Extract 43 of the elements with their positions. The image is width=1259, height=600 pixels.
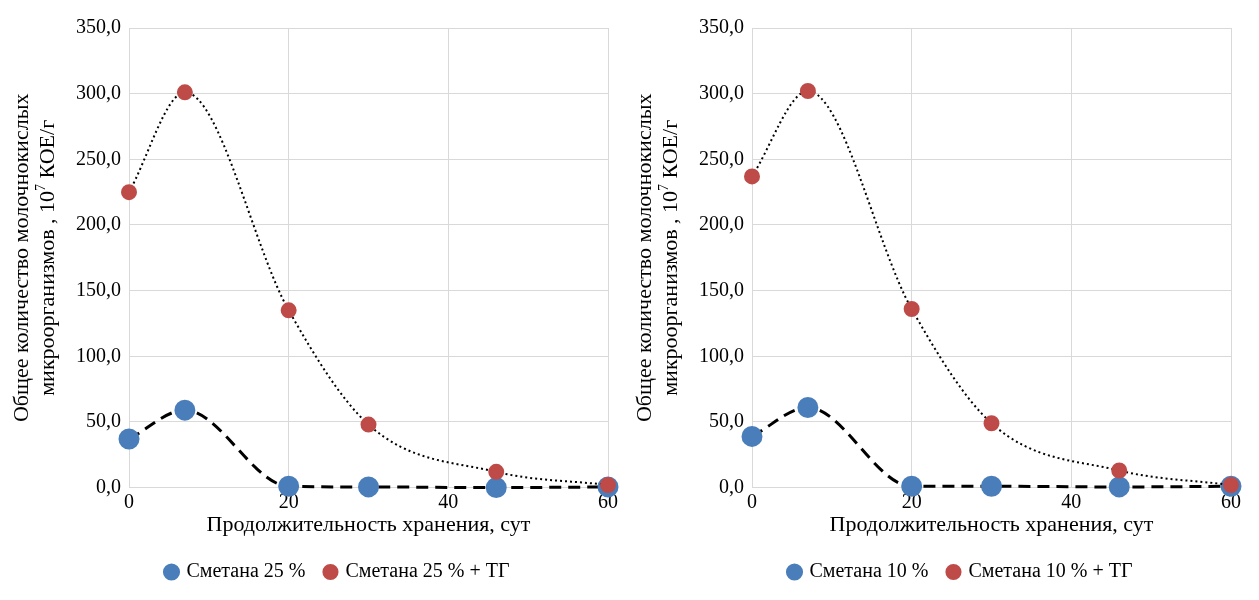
x-tick-label: 0 xyxy=(124,489,134,512)
x-tick-label: 40 xyxy=(438,489,459,512)
y-tick-label: 150,0 xyxy=(76,277,121,300)
x-axis-title: Продолжительность хранения, сут xyxy=(206,510,531,536)
x-tick-label: 40 xyxy=(1061,489,1082,512)
point xyxy=(121,184,137,201)
legend-label: Сметана 25 % + ТГ xyxy=(345,559,510,582)
point xyxy=(174,399,196,421)
point xyxy=(280,302,297,319)
point xyxy=(797,397,819,418)
point xyxy=(1111,462,1128,479)
point xyxy=(799,83,816,100)
point xyxy=(1108,476,1130,498)
y-tick-label: 0,0 xyxy=(96,474,121,497)
legend-label: Сметана 10 % + ТГ xyxy=(968,559,1133,582)
legend-label: Сметана 10 % xyxy=(809,559,929,582)
y-tick-label: 300,0 xyxy=(76,80,121,103)
y-tick-label: 100,0 xyxy=(699,343,744,366)
point xyxy=(360,416,377,433)
y-tick-label: 200,0 xyxy=(76,212,121,235)
y-tick-label: 350,0 xyxy=(699,15,744,38)
legend-label: Сметана 25 % xyxy=(186,559,306,582)
x-axis-title: Продолжительность хранения, сут xyxy=(829,510,1154,536)
y-tick-label: 250,0 xyxy=(76,146,121,169)
y-tick-label: 150,0 xyxy=(699,277,744,300)
point xyxy=(118,428,140,450)
y-tick-label: 0,0 xyxy=(719,474,744,497)
y-tick-label: 100,0 xyxy=(76,343,121,366)
y-tick-label: 50,0 xyxy=(86,409,121,432)
y-tick-label: 300,0 xyxy=(699,80,744,103)
point xyxy=(981,475,1002,497)
point xyxy=(488,463,505,480)
y-tick-label: 350,0 xyxy=(76,15,121,38)
point xyxy=(176,84,193,101)
y-tick-label: 200,0 xyxy=(699,212,744,235)
point xyxy=(358,476,379,498)
y-tick-label: 250,0 xyxy=(699,146,744,169)
point xyxy=(983,415,1000,432)
point xyxy=(903,301,920,318)
y-tick-label: 50,0 xyxy=(709,409,744,432)
x-tick-label: 0 xyxy=(747,489,757,512)
point xyxy=(485,477,507,499)
point xyxy=(744,168,760,185)
